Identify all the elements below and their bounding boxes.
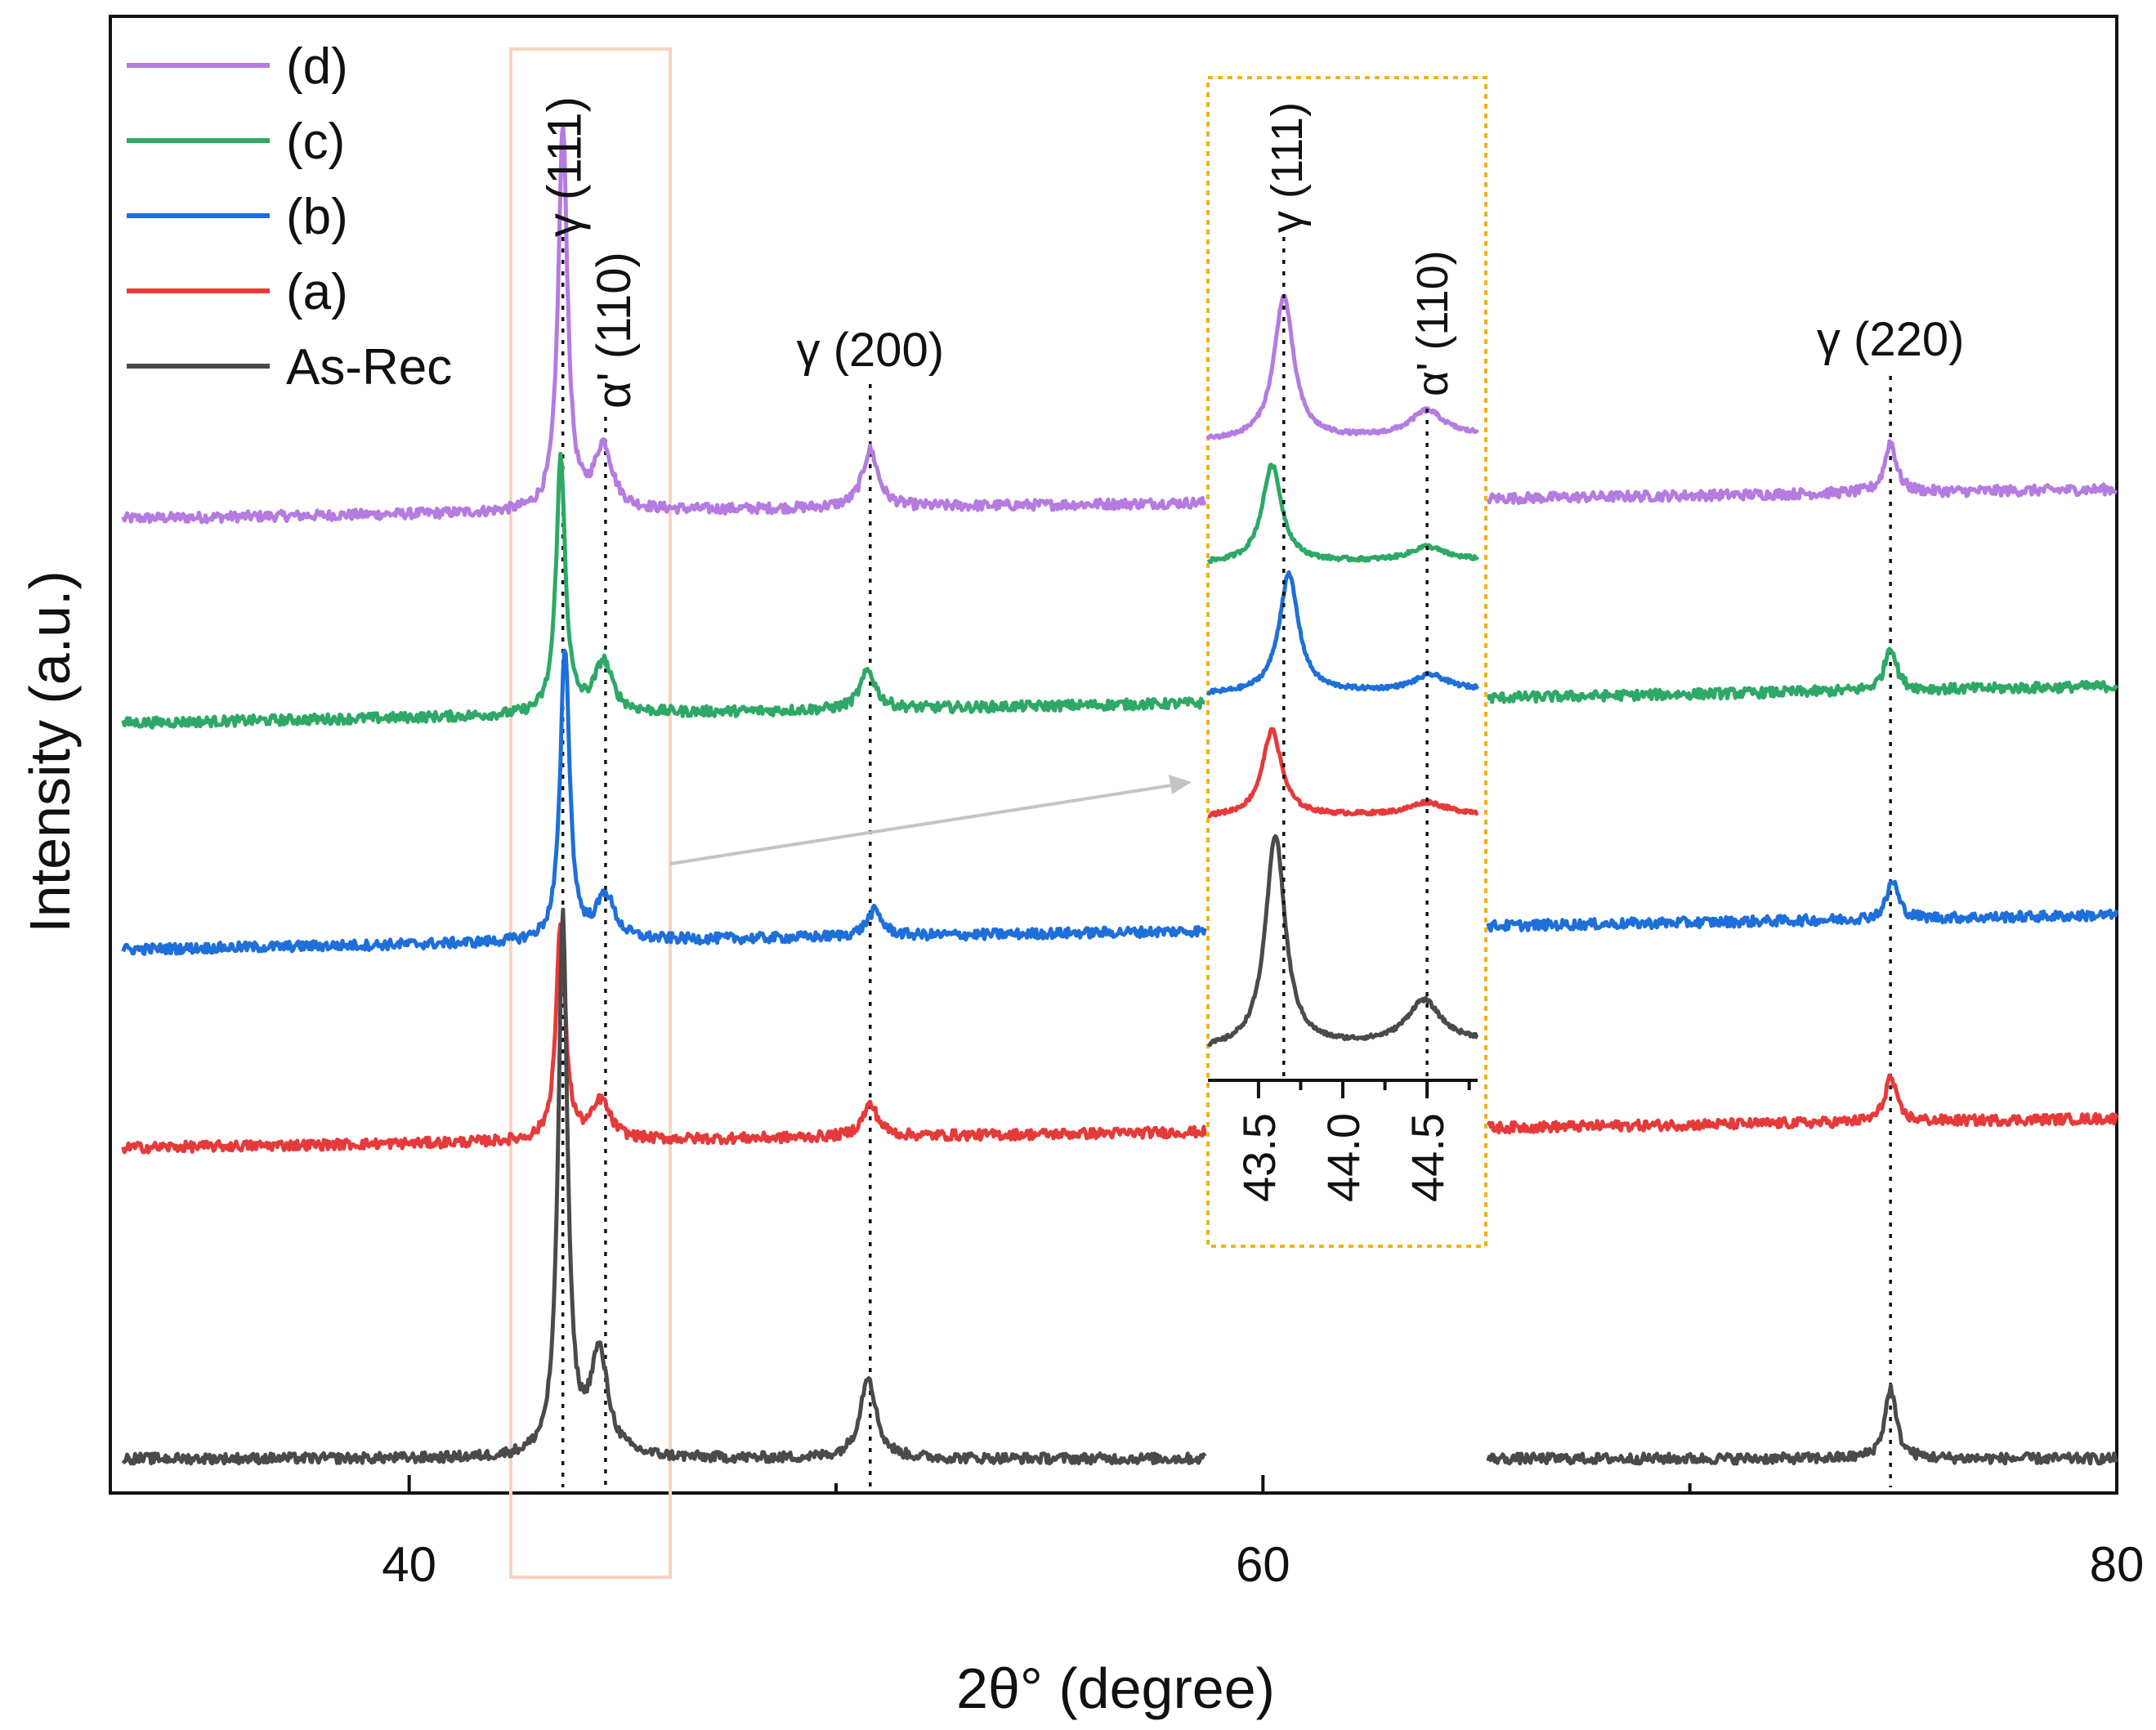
y-axis-label: Intensity (a.u.) — [18, 570, 82, 933]
peak-annotation: γ (200) — [797, 324, 945, 377]
inset-series-line-b — [1205, 570, 1480, 696]
x-tick-label: 40 — [382, 1537, 436, 1592]
plot-frame — [109, 15, 2118, 1495]
inset-plot-layer: 43.5 44.0 44.5 γ (111) α' (110) — [1205, 102, 1480, 1202]
x-axis-label: 2θ° (degree) — [956, 1656, 1275, 1720]
legend: (d) (c) (b) (a) As-Rec — [127, 38, 452, 396]
series-line-b — [121, 648, 2119, 956]
series-line-as-rec — [121, 907, 2119, 1466]
legend-label: (c) — [286, 114, 345, 170]
inset-series-line-d — [1205, 293, 1479, 440]
zoom-arrow — [669, 775, 1192, 865]
inset-tick-label: 43.5 — [1233, 1113, 1285, 1202]
legend-label: (d) — [286, 38, 348, 95]
inset-series-line-as-rec — [1206, 834, 1479, 1048]
series-line-d — [121, 123, 2118, 525]
inset-peak-annotation: α' (110) — [1408, 250, 1457, 396]
legend-label: (b) — [286, 189, 348, 245]
legend-label: As-Rec — [286, 339, 452, 396]
x-tick-label: 60 — [1236, 1537, 1290, 1592]
inset-tick-label: 44.0 — [1317, 1113, 1369, 1202]
inset-peak-annotation: γ (111) — [1263, 102, 1312, 233]
inset-tick-label: 44.5 — [1402, 1113, 1453, 1202]
inset-series-line-a — [1206, 726, 1479, 819]
series-line-a — [121, 922, 2119, 1155]
legend-label: (a) — [286, 264, 348, 320]
peak-annotation: γ (111) — [539, 96, 592, 237]
peak-annotation: α' (110) — [588, 252, 641, 409]
x-tick-label: 80 — [2090, 1537, 2145, 1592]
peak-annotation: γ (220) — [1817, 313, 1965, 366]
series-line-c — [121, 451, 2119, 730]
highlight-box — [509, 47, 672, 1579]
inset-series-line-c — [1206, 463, 1480, 565]
inset-frame — [1206, 76, 1487, 1248]
main-plot-layer: 40 60 80 γ (111) α' (110) γ (200) γ (220) — [121, 96, 2145, 1592]
